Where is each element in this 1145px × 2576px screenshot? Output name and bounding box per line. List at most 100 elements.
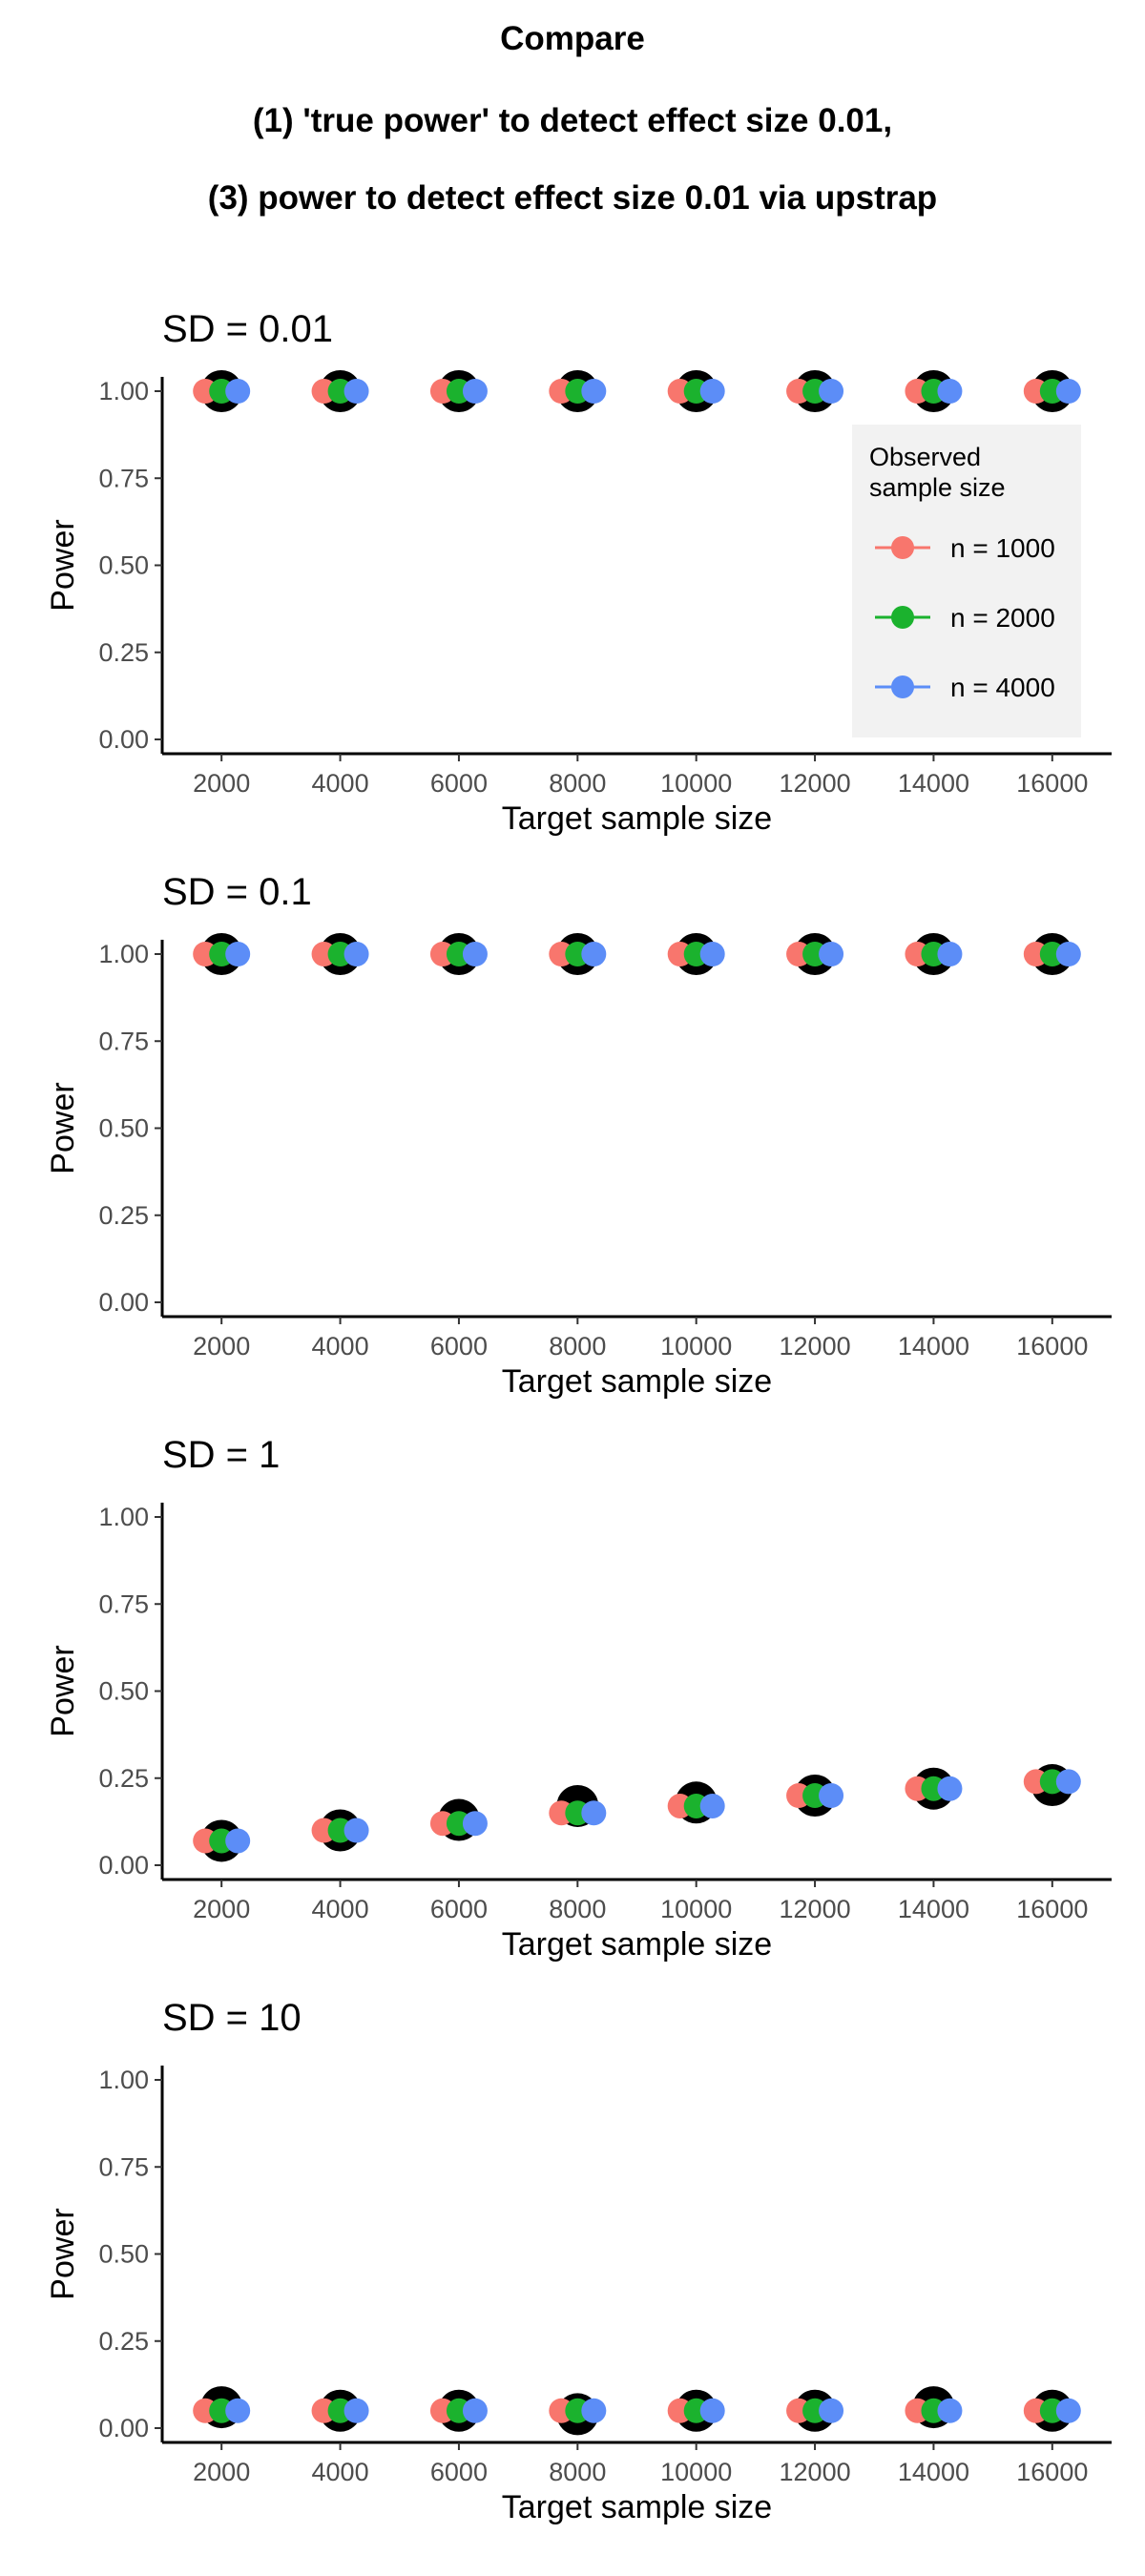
panel-title: SD = 0.01	[162, 308, 333, 350]
series-point-3	[699, 1793, 725, 1818]
y-tick-label: 0.25	[98, 1201, 149, 1230]
panel-2: SD = 0.1 0.00 0.25 0.50 0.75 1.00 2000 4000 6000…	[45, 871, 1112, 1400]
x-tick-label: 14000	[898, 1895, 969, 1923]
y-tick-label: 0.00	[98, 725, 149, 754]
series-point-3	[937, 379, 963, 404]
x-tick-label: 6000	[430, 1895, 488, 1923]
y-axis-label: Power	[45, 1082, 81, 1174]
series-point-3	[581, 1800, 607, 1826]
series-point-3	[819, 942, 844, 966]
series-point-3	[225, 379, 251, 404]
panel-title: SD = 1	[162, 1434, 280, 1476]
y-tick-label: 1.00	[98, 940, 149, 968]
y-tick-label: 1.00	[98, 2066, 149, 2094]
x-tick-label: 4000	[312, 2458, 369, 2486]
y-tick-label: 0.75	[98, 464, 149, 492]
series-point-3	[699, 379, 725, 404]
series-point-3	[581, 379, 607, 404]
series-point-3	[937, 2398, 963, 2423]
x-tick-label: 8000	[549, 769, 606, 798]
series-point-3	[462, 1811, 488, 1837]
y-tick-label: 1.00	[98, 377, 149, 405]
y-tick-label: 0.50	[98, 2240, 149, 2269]
legend-key-point	[891, 675, 914, 698]
y-tick-label: 0.50	[98, 551, 149, 580]
series-point-3	[344, 2398, 369, 2423]
series-point-3	[1055, 942, 1081, 966]
series-point-3	[1055, 1769, 1081, 1795]
x-tick-label: 14000	[898, 1332, 969, 1361]
x-tick-label: 4000	[312, 769, 369, 798]
legend-entry-label: n = 2000	[950, 603, 1055, 633]
y-tick-label: 0.25	[98, 638, 149, 667]
x-axis-label: Target sample size	[502, 800, 772, 837]
x-tick-label: 10000	[660, 1895, 732, 1923]
x-tick-label: 6000	[430, 2458, 488, 2486]
y-tick-label: 0.75	[98, 1589, 149, 1618]
x-tick-label: 8000	[549, 2458, 606, 2486]
series-point-3	[937, 942, 963, 966]
figure-title-line-1: Compare	[500, 20, 645, 57]
series-point-3	[225, 2398, 251, 2423]
y-axis-label: Power	[45, 1645, 81, 1736]
series-point-3	[344, 942, 369, 966]
y-tick-label: 0.75	[98, 2152, 149, 2181]
legend-box	[852, 425, 1081, 737]
series-point-3	[225, 942, 251, 966]
series-point-3	[462, 379, 488, 404]
y-tick-label: 0.50	[98, 1677, 149, 1706]
x-tick-label: 4000	[312, 1895, 369, 1923]
series-point-3	[462, 2398, 488, 2423]
figure-title-line-2: (1) 'true power' to detect effect size 0…	[252, 102, 893, 139]
x-axis-label: Target sample size	[502, 2489, 772, 2525]
series-point-3	[344, 1818, 369, 1843]
x-tick-label: 16000	[1016, 769, 1088, 798]
y-axis-label: Power	[45, 519, 81, 611]
y-tick-label: 0.75	[98, 1027, 149, 1055]
x-tick-label: 8000	[549, 1332, 606, 1361]
panel-4: SD = 10 0.00 0.25 0.50 0.75 1.00 2000 4000 6000 8…	[45, 1997, 1112, 2525]
x-tick-label: 12000	[780, 769, 851, 798]
x-axis-label: Target sample size	[502, 1926, 772, 1963]
panel-3: SD = 1 0.00 0.25 0.50 0.75 1.00 2000 4000 6000 80…	[45, 1434, 1112, 1963]
x-tick-label: 10000	[660, 2458, 732, 2486]
series-point-3	[819, 1783, 844, 1808]
legend-title-line-2: sample size	[869, 473, 1006, 502]
series-point-3	[699, 2398, 725, 2423]
y-tick-label: 0.00	[98, 1851, 149, 1880]
legend-entry-label: n = 4000	[950, 673, 1055, 702]
x-tick-label: 16000	[1016, 1332, 1088, 1361]
y-axis-label: Power	[45, 2208, 81, 2299]
y-tick-label: 0.25	[98, 2327, 149, 2356]
x-tick-label: 16000	[1016, 2458, 1088, 2486]
series-point-3	[1055, 2398, 1081, 2423]
x-tick-label: 12000	[780, 1895, 851, 1923]
legend-key-point	[891, 536, 914, 559]
panel-1: SD = 0.01 0.00 0.25 0.50 0.75 1.00 2000 4000 600…	[45, 308, 1112, 837]
y-tick-label: 0.00	[98, 1288, 149, 1317]
series-point-3	[462, 942, 488, 966]
y-tick-label: 0.50	[98, 1114, 149, 1143]
figure-title-line-3: (3) power to detect effect size 0.01 via…	[207, 179, 938, 217]
legend-key-point	[891, 606, 914, 629]
panel-title: SD = 0.1	[162, 871, 312, 913]
x-tick-label: 16000	[1016, 1895, 1088, 1923]
x-tick-label: 6000	[430, 769, 488, 798]
panel-title: SD = 10	[162, 1997, 302, 2039]
x-tick-label: 14000	[898, 2458, 969, 2486]
legend-title-line-1: Observed	[869, 443, 981, 471]
x-tick-label: 12000	[780, 2458, 851, 2486]
y-tick-label: 0.00	[98, 2414, 149, 2442]
x-tick-label: 6000	[430, 1332, 488, 1361]
y-tick-label: 1.00	[98, 1503, 149, 1531]
series-point-3	[225, 1828, 251, 1854]
x-tick-label: 4000	[312, 1332, 369, 1361]
series-point-3	[1055, 379, 1081, 404]
series-point-3	[819, 379, 844, 404]
series-point-3	[937, 1776, 963, 1801]
x-axis-label: Target sample size	[502, 1363, 772, 1400]
series-point-3	[344, 379, 369, 404]
x-tick-label: 2000	[193, 1332, 250, 1361]
y-tick-label: 0.25	[98, 1764, 149, 1793]
